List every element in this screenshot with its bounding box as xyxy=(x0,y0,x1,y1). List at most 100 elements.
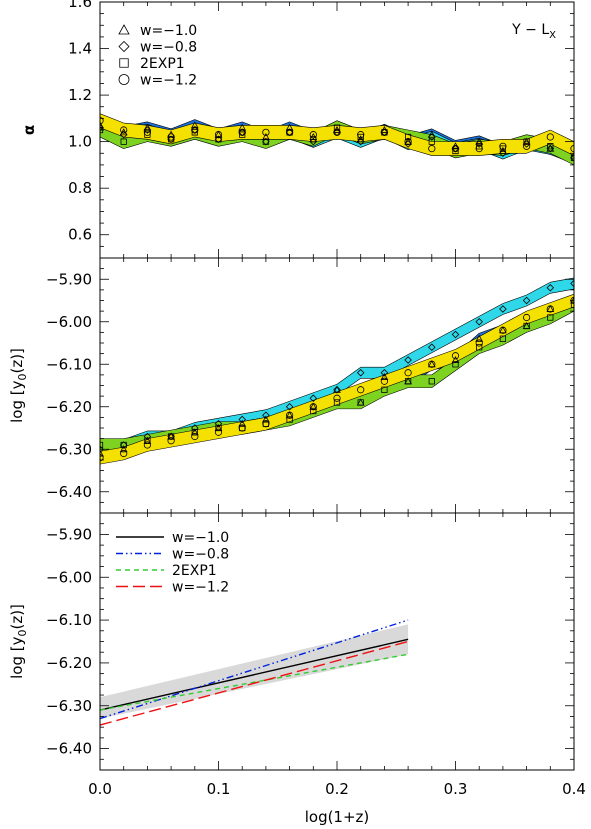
point-square xyxy=(167,136,175,143)
point-circle xyxy=(214,131,223,139)
point-diamond xyxy=(238,415,246,424)
point-triangle xyxy=(546,304,555,312)
point-square xyxy=(547,143,554,150)
x-axis-label: log(1+z) xyxy=(305,808,370,826)
point-circle xyxy=(451,145,460,153)
band-w=−1.2 xyxy=(100,293,574,465)
point-square xyxy=(239,131,246,138)
point-triangle xyxy=(285,123,294,131)
point-triangle xyxy=(143,123,152,131)
point-square xyxy=(570,154,574,162)
x-tick-label: 0.1 xyxy=(207,780,231,798)
point-square xyxy=(357,133,364,141)
point-circle xyxy=(285,128,294,136)
point-diamond xyxy=(499,305,507,313)
y-tick-label: 1.4 xyxy=(68,40,92,58)
point-square xyxy=(570,301,574,308)
point-diamond xyxy=(285,402,294,411)
y-tick-label: −6.10 xyxy=(46,355,92,373)
point-triangle xyxy=(100,121,104,129)
point-circle xyxy=(333,394,341,402)
legend-marker-diamond xyxy=(118,40,130,53)
point-circle xyxy=(333,128,341,136)
legend-entry: 2EXP1 xyxy=(140,56,185,72)
y-tick-label: −6.40 xyxy=(46,483,92,501)
point-triangle xyxy=(475,334,484,342)
point-square xyxy=(120,441,127,449)
point-triangle xyxy=(190,121,199,129)
point-circle xyxy=(380,128,388,136)
legend-entry: w=−1.0 xyxy=(172,530,229,546)
uncertainty-band xyxy=(100,624,409,719)
band-2EXP1 xyxy=(100,298,574,452)
point-square xyxy=(310,407,317,415)
point-square xyxy=(404,378,412,385)
point-square xyxy=(523,322,530,330)
line-w=−1.0 xyxy=(100,638,409,711)
point-circle xyxy=(238,128,246,136)
point-diamond xyxy=(546,144,555,153)
point-diamond xyxy=(570,154,574,162)
point-square xyxy=(120,138,127,145)
point-diamond xyxy=(167,432,175,441)
y-tick-label: −6.20 xyxy=(46,398,92,416)
point-circle xyxy=(404,369,412,377)
legend-entry: w=−0.8 xyxy=(140,40,197,56)
plot-area xyxy=(100,113,574,166)
y-tick-label: −6.00 xyxy=(46,568,92,586)
point-square xyxy=(100,441,104,449)
point-circle xyxy=(522,142,531,150)
point-circle xyxy=(499,142,507,150)
point-circle xyxy=(120,449,128,458)
point-square xyxy=(333,399,341,406)
point-diamond xyxy=(428,343,436,352)
y-tick-label: −5.90 xyxy=(46,270,92,288)
point-triangle xyxy=(499,326,507,334)
y-axis-label: log [y0(z)] xyxy=(8,604,29,679)
point-triangle xyxy=(427,360,436,368)
point-diamond xyxy=(214,419,223,428)
point-triangle xyxy=(309,402,318,410)
point-diamond xyxy=(167,135,175,144)
point-square xyxy=(286,416,293,423)
point-circle xyxy=(167,437,175,445)
point-square xyxy=(191,129,198,136)
y-tick-label: 1.0 xyxy=(68,133,92,151)
y-tick-label: −6.30 xyxy=(46,440,92,458)
point-circle xyxy=(309,131,317,139)
point-triangle xyxy=(238,123,247,131)
panel-bottom: −6.40 −6.30 −6.20 −6.10 −6.00 −5.90 log [y0(z)… xyxy=(8,512,586,826)
point-diamond xyxy=(119,130,128,139)
point-triangle xyxy=(119,445,128,453)
y-tick-label: −5.90 xyxy=(46,525,92,543)
point-triangle xyxy=(119,128,128,136)
point-diamond xyxy=(333,385,341,394)
point-triangle xyxy=(499,146,507,154)
point-square xyxy=(499,145,507,152)
x-tick-label: 0.2 xyxy=(325,780,349,798)
point-diamond xyxy=(404,140,412,148)
band-w=−0.8 xyxy=(100,277,574,456)
x-tick-label: 0.4 xyxy=(562,780,586,798)
point-diamond xyxy=(143,432,152,441)
point-circle xyxy=(191,432,199,441)
point-triangle xyxy=(262,132,270,140)
point-diamond xyxy=(546,283,555,292)
legend-entry: 2EXP1 xyxy=(172,563,217,579)
point-square xyxy=(428,378,435,385)
point-diamond xyxy=(499,149,507,158)
point-square xyxy=(452,361,459,368)
line-w=−1.2 xyxy=(100,640,409,726)
point-circle xyxy=(214,428,223,436)
panel-top: 0.6 0.8 1.0 1.2 1.4 1.6 α Y − LX w=−1.0w=−0.82EX… xyxy=(20,0,575,259)
point-diamond xyxy=(570,279,574,288)
point-diamond xyxy=(356,368,365,377)
point-circle xyxy=(238,424,246,432)
y-axis-label: log [y0(z)] xyxy=(8,348,29,423)
point-diamond xyxy=(119,441,128,449)
point-circle xyxy=(451,352,460,360)
point-triangle xyxy=(356,135,365,143)
